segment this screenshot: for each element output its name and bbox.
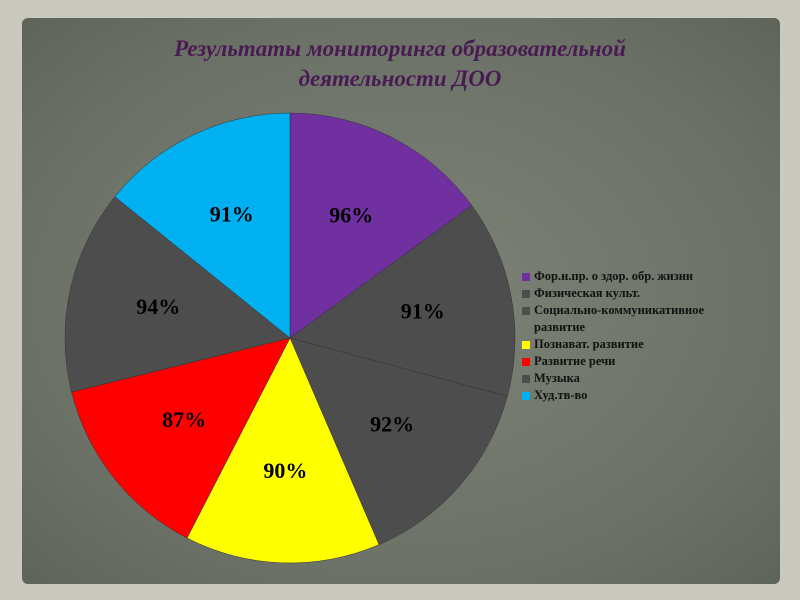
- legend-swatch: [522, 273, 530, 281]
- legend-swatch: [522, 290, 530, 298]
- legend-label: Музыка: [534, 371, 580, 385]
- pie-slice: [71, 337, 291, 539]
- legend-item: Социально-коммуникативное развитие: [522, 302, 752, 336]
- legend-label: Познават. развитие: [534, 337, 644, 351]
- legend-item: Худ.тв-во: [522, 387, 752, 404]
- legend-label: Развитие речи: [534, 354, 616, 368]
- data-label: 96%: [329, 203, 373, 228]
- legend-item: Фор.н.пр. о здор. обр. жизни: [522, 268, 752, 285]
- legend: Фор.н.пр. о здор. обр. жизни Физическая к…: [522, 268, 752, 404]
- legend-item: Познават. развитие: [522, 336, 752, 353]
- data-label: 91%: [401, 298, 445, 323]
- legend-swatch: [522, 375, 530, 383]
- legend-label: Худ.тв-во: [534, 388, 588, 402]
- legend-item: Развитие речи: [522, 353, 752, 370]
- legend-item: Физическая культ.: [522, 285, 752, 302]
- legend-label: Физическая культ.: [534, 286, 641, 300]
- data-label: 91%: [210, 201, 254, 226]
- data-label: 90%: [263, 458, 307, 483]
- pie-slice: [289, 337, 508, 545]
- pie-slice: [289, 205, 516, 397]
- legend-label: Социально-коммуникативное развитие: [534, 303, 705, 334]
- data-label: 87%: [162, 407, 206, 432]
- legend-swatch: [522, 341, 530, 349]
- legend-swatch: [522, 358, 530, 366]
- chart-title: Результаты мониторинга образовательной д…: [174, 36, 626, 91]
- pie-slice: [186, 337, 380, 564]
- pie-slice: [289, 112, 473, 339]
- data-label: 94%: [136, 294, 180, 319]
- legend-swatch: [522, 307, 530, 315]
- legend-label: Фор.н.пр. о здор. обр. жизни: [534, 269, 694, 283]
- pie-slice: [64, 196, 291, 393]
- data-label: 92%: [370, 411, 414, 436]
- pie-slice: [114, 112, 291, 339]
- legend-swatch: [522, 392, 530, 400]
- legend-item: Музыка: [522, 370, 752, 387]
